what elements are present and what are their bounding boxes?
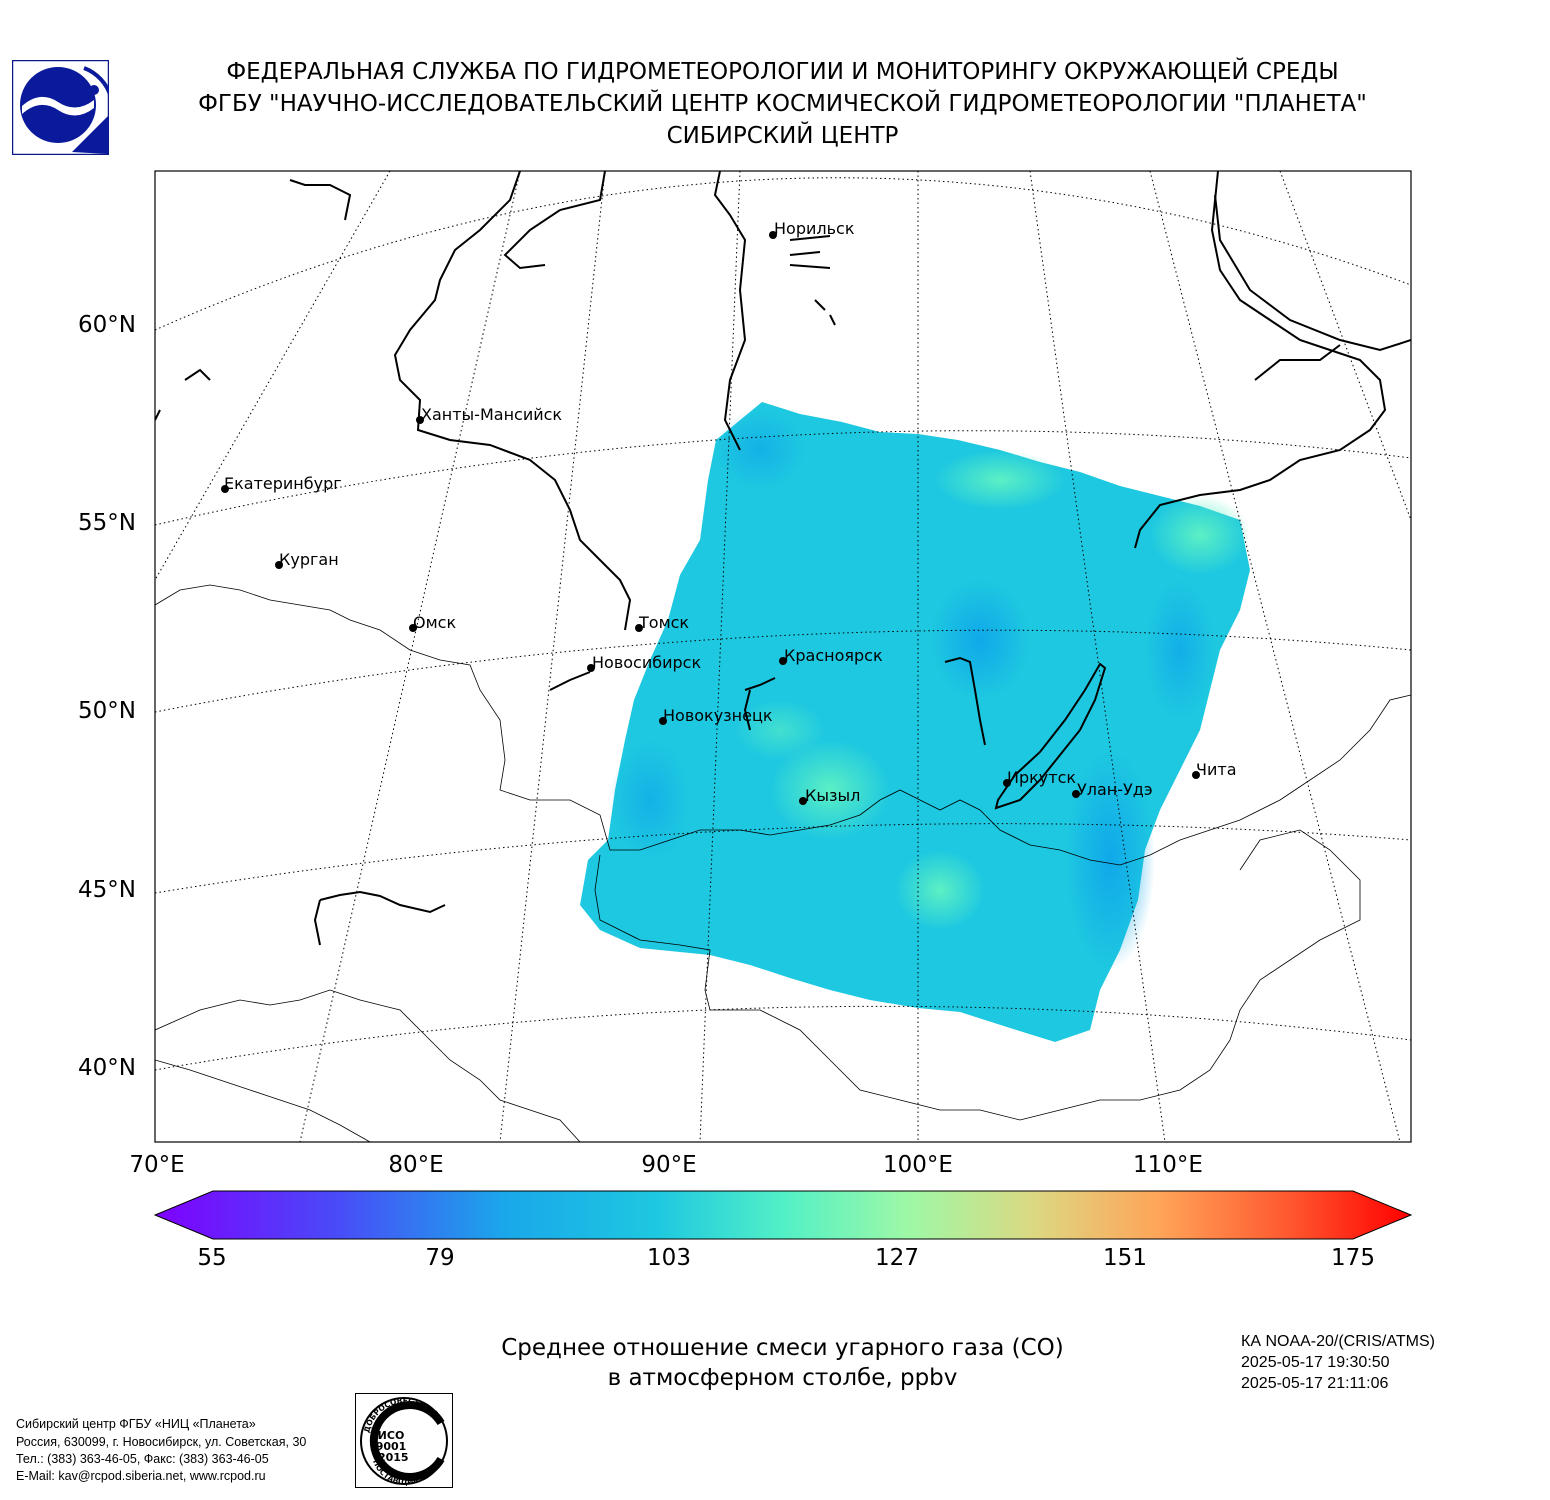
caption-line-1: Среднее отношение смеси угарного газа (C… (501, 1335, 1064, 1361)
city-dot-omsk (409, 624, 417, 632)
city-dot-irkutsk (1003, 779, 1011, 787)
lon-label: 110°E (1133, 1152, 1203, 1178)
city-label: Красноярск (784, 646, 883, 665)
header-line-1: ФЕДЕРАЛЬНАЯ СЛУЖБА ПО ГИДРОМЕТЕОРОЛОГИИ … (226, 59, 1339, 85)
city-markers (221, 231, 1200, 805)
colorbar-tick: 151 (1103, 1245, 1147, 1271)
lon-label: 90°E (641, 1152, 697, 1178)
lat-label: 50°N (78, 698, 136, 724)
city-dot-ulan-ude (1072, 790, 1080, 798)
city-dot-novosibirsk (587, 664, 595, 672)
city-dot-chita (1192, 771, 1200, 779)
lat-label: 55°N (78, 510, 136, 536)
iso-mid-2: 9001 (376, 1440, 407, 1453)
city-dot-norilsk (769, 231, 777, 239)
city-dot-kyzyl (799, 797, 807, 805)
colorbar-tick: 55 (197, 1245, 227, 1271)
co-field (580, 402, 1250, 1042)
header-line-3: СИБИРСКИЙ ЦЕНТР (666, 123, 899, 149)
lat-label: 40°N (78, 1055, 136, 1081)
colorbar-tick: 79 (425, 1245, 455, 1271)
city-label: Томск (638, 613, 689, 632)
map-caption: Среднее отношение смеси угарного газа (C… (475, 1333, 1090, 1393)
time-start: 2025-05-17 19:30:50 (1241, 1354, 1390, 1371)
header-line-2: ФГБУ "НАУЧНО-ИССЛЕДОВАТЕЛЬСКИЙ ЦЕНТР КОС… (198, 91, 1367, 117)
city-label: Чита (1196, 760, 1237, 779)
city-label: Иркутск (1007, 768, 1076, 787)
iso-badge: ДОБРОСОВЕСТНЫЙ ПОСТАВЩИК ИСО 9001 -2015 (355, 1393, 453, 1488)
caption-line-2: в атмосферном столбе, ppbv (607, 1365, 958, 1391)
footer-org: Сибирский центр ФГБУ «НИЦ «Планета» (16, 1417, 256, 1431)
city-label: Новосибирск (592, 653, 701, 672)
city-dot-khanty-mansiysk (416, 416, 424, 424)
city-labels: Норильск Ханты-Мансийск Екатеринбург Кур… (224, 219, 1237, 805)
graticule (155, 171, 1411, 1142)
footer-address: Россия, 630099, г. Новосибирск, ул. Сове… (16, 1435, 307, 1449)
city-label: Ханты-Мансийск (421, 405, 562, 424)
city-dot-tomsk (635, 624, 643, 632)
city-label: Курган (279, 550, 339, 569)
lat-label: 45°N (78, 877, 136, 903)
lon-label: 70°E (129, 1152, 185, 1178)
lon-label: 100°E (883, 1152, 953, 1178)
iso-mid-3: -2015 (373, 1451, 408, 1464)
roshydromet-logo (12, 60, 109, 155)
map-frame (154, 170, 1412, 1143)
footer-email: E-Mail: kav@rcpod.siberia.net, www.rcpod… (16, 1469, 266, 1483)
city-dot-ekaterinburg (221, 485, 229, 493)
lat-label: 60°N (78, 312, 136, 338)
borders (155, 584, 1411, 1142)
city-label: Улан-Удэ (1077, 780, 1153, 799)
city-label: Норильск (774, 219, 855, 238)
footer-phone: Тел.: (383) 363-46-05, Факс: (383) 363-4… (16, 1452, 269, 1466)
time-end: 2025-05-17 21:11:06 (1241, 1375, 1389, 1392)
city-dot-kurgan (275, 561, 283, 569)
city-label: Новокузнецк (663, 706, 773, 725)
iso-mid-1: ИСО (378, 1429, 405, 1442)
rivers (155, 171, 1411, 946)
colorbar (153, 1190, 1413, 1240)
city-label: Кызыл (805, 786, 860, 805)
satellite-name: КА NOAA-20/(CRIS/ATMS) (1241, 1333, 1435, 1350)
city-dot-krasnoyarsk (779, 657, 787, 665)
colorbar-tick: 175 (1331, 1245, 1375, 1271)
city-dot-novokuznetsk (659, 717, 667, 725)
lon-label: 80°E (388, 1152, 444, 1178)
colorbar-tick: 127 (875, 1245, 919, 1271)
colorbar-tick: 103 (647, 1245, 691, 1271)
city-label: Екатеринбург (224, 474, 342, 493)
city-label: Омск (413, 613, 456, 632)
